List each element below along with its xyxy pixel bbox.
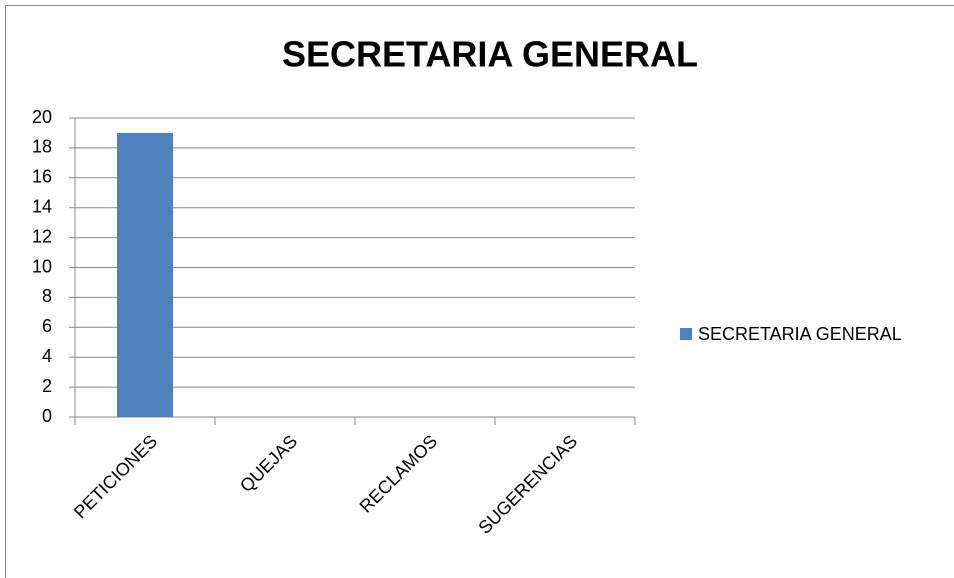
y-tick-label: 16	[32, 167, 52, 187]
y-tick-label: 18	[32, 137, 52, 157]
legend-swatch	[680, 328, 692, 340]
x-tick-label: SUGERENCIAS	[474, 431, 581, 538]
y-tick-label: 2	[42, 376, 52, 396]
y-tick-label: 20	[32, 107, 52, 127]
y-tick-label: 0	[42, 406, 52, 426]
legend-label: SECRETARIA GENERAL	[698, 324, 902, 344]
x-tick-label: PETICIONES	[70, 431, 161, 522]
y-tick-label: 8	[42, 286, 52, 306]
y-tick-label: 4	[42, 346, 52, 366]
chart-border	[5, 5, 954, 578]
y-tick-label: 6	[42, 316, 52, 336]
bar	[117, 132, 173, 417]
chart-title: SECRETARIA GENERAL	[282, 34, 698, 75]
y-tick-label: 10	[32, 256, 52, 276]
x-tick-label: RECLAMOS	[356, 431, 442, 517]
y-tick-label: 12	[32, 226, 52, 246]
x-tick-label: QUEJAS	[236, 431, 301, 496]
y-tick-label: 14	[32, 196, 52, 216]
